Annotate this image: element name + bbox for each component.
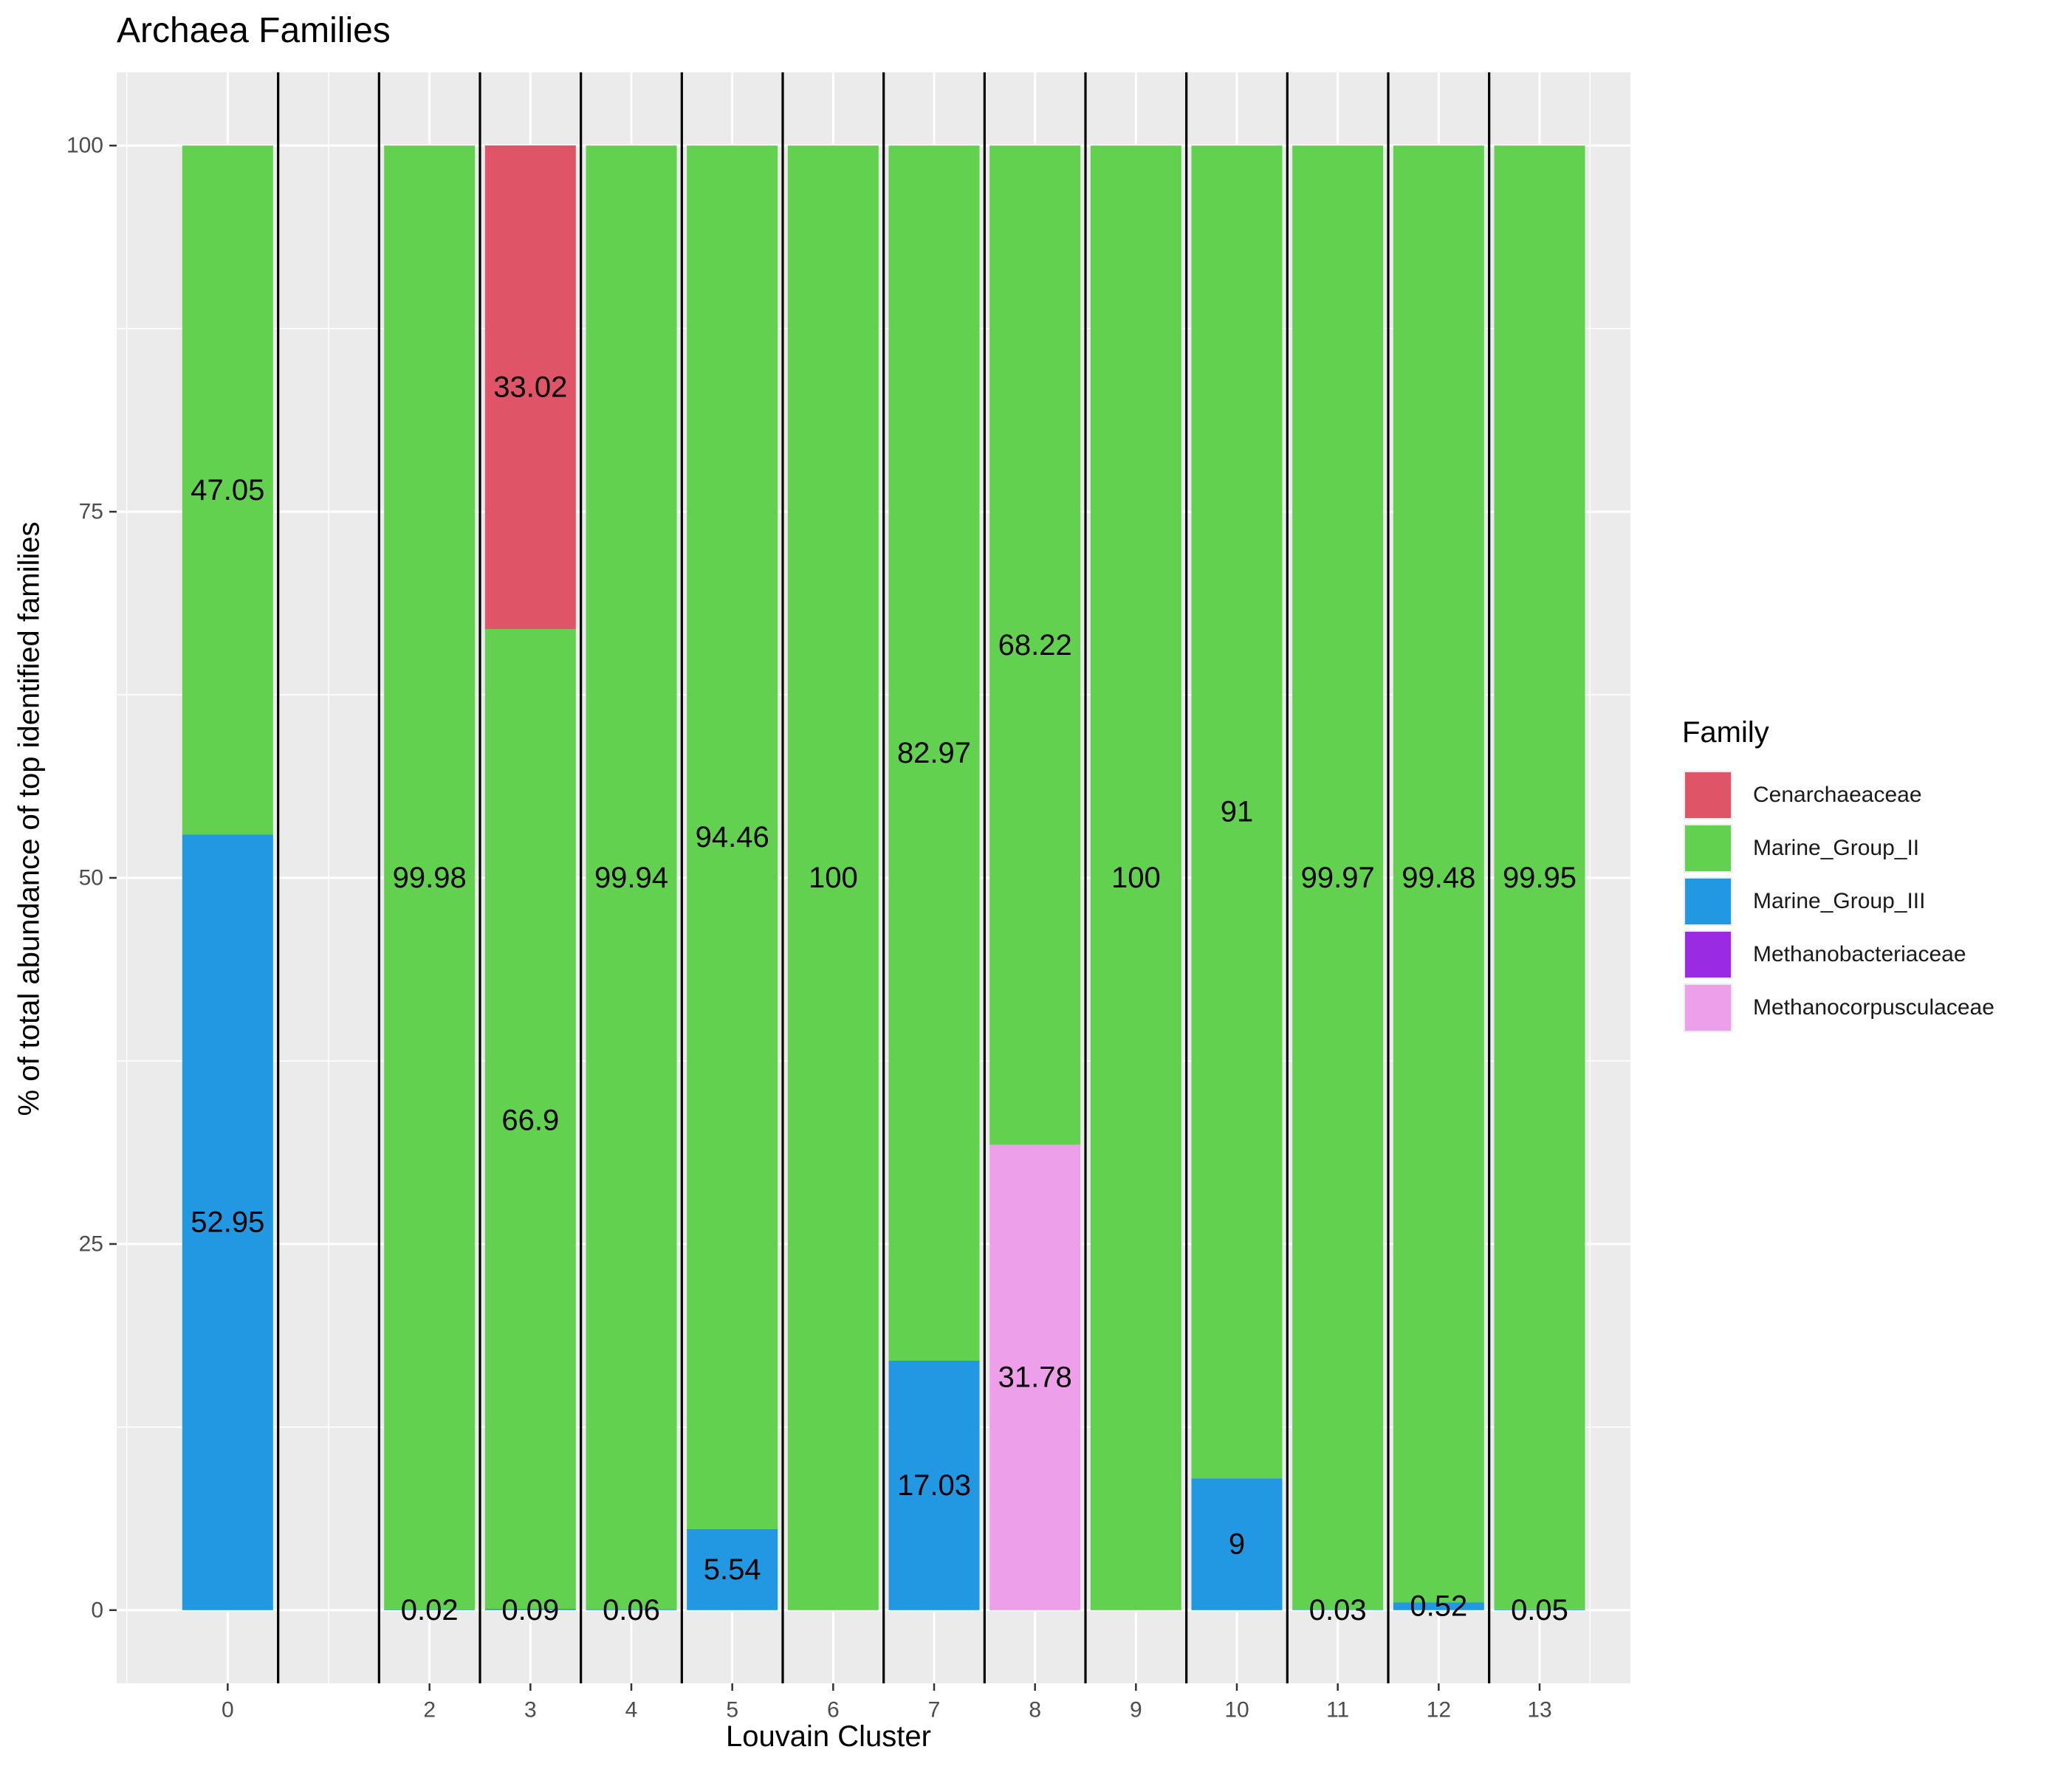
x-tick-label: 2 bbox=[423, 1698, 436, 1722]
x-tick-label: 0 bbox=[222, 1698, 234, 1722]
bar-segment bbox=[1191, 145, 1283, 1479]
data-label: 99.48 bbox=[1402, 862, 1475, 894]
data-label: 99.95 bbox=[1503, 862, 1577, 894]
legend-swatch bbox=[1685, 879, 1731, 924]
bar-segment bbox=[989, 145, 1081, 1145]
legend-label: Methanobacteriaceae bbox=[1753, 942, 1966, 966]
data-label: 100 bbox=[809, 862, 858, 894]
legend-key bbox=[1682, 822, 1734, 874]
legend-label: Marine_Group_III bbox=[1753, 889, 1926, 913]
data-label: 33.02 bbox=[493, 371, 567, 404]
data-label: 0.03 bbox=[1309, 1594, 1367, 1627]
bar-segment bbox=[1393, 1602, 1484, 1610]
data-label: 100 bbox=[1111, 862, 1161, 894]
chart-title: Archaea Families bbox=[117, 11, 391, 50]
legend-swatch bbox=[1685, 985, 1731, 1031]
y-axis-title-wrap: % of total abundance of top identified f… bbox=[0, 0, 59, 1769]
legend-item: Methanobacteriaceae bbox=[1682, 928, 1994, 981]
legend-item: Cenarchaeaceae bbox=[1682, 769, 1994, 822]
y-tick-label: 100 bbox=[66, 134, 103, 158]
legend-label: Cenarchaeaceae bbox=[1753, 783, 1922, 807]
data-label: 0.05 bbox=[1511, 1594, 1568, 1627]
bar-segment bbox=[182, 145, 273, 835]
data-label: 17.03 bbox=[897, 1469, 971, 1502]
legend-item: Marine_Group_III bbox=[1682, 875, 1994, 928]
legend-key bbox=[1682, 982, 1734, 1034]
data-label: 99.97 bbox=[1301, 862, 1375, 894]
y-tick-label: 75 bbox=[79, 500, 103, 524]
data-label: 52.95 bbox=[191, 1206, 264, 1239]
bar-segment bbox=[484, 1609, 576, 1610]
data-label: 5.54 bbox=[704, 1553, 761, 1586]
data-label: 91 bbox=[1221, 796, 1254, 828]
x-tick-label: 10 bbox=[1224, 1698, 1249, 1722]
data-labels: 52.95 47.05 0.02 99.98 0.09 66.9 33.02 0.06 99.9… bbox=[191, 371, 1577, 1627]
x-axis: 0 2 3 4 5 6 7 8 9 10 11 12 13 bbox=[222, 1683, 1552, 1722]
x-tick-label: 3 bbox=[524, 1698, 537, 1722]
legend-key bbox=[1682, 769, 1734, 821]
y-axis: 0 25 50 75 100 bbox=[66, 134, 117, 1622]
bar-segment bbox=[888, 145, 980, 1361]
bar-segment bbox=[1292, 145, 1384, 1610]
x-tick-label: 12 bbox=[1427, 1698, 1451, 1722]
x-tick-label: 13 bbox=[1527, 1698, 1551, 1722]
x-tick-label: 5 bbox=[726, 1698, 738, 1722]
bar-segment bbox=[182, 834, 273, 1610]
legend-label: Marine_Group_II bbox=[1753, 836, 1920, 860]
bar-segment bbox=[1393, 145, 1484, 1603]
bar-segment bbox=[1191, 1478, 1283, 1610]
y-axis-title: % of total abundance of top identified f… bbox=[13, 521, 46, 1116]
legend-key bbox=[1682, 876, 1734, 927]
x-tick-label: 6 bbox=[827, 1698, 840, 1722]
x-tick-label: 8 bbox=[1029, 1698, 1041, 1722]
separator-lines bbox=[277, 72, 1491, 1683]
bar-segment bbox=[687, 1528, 778, 1610]
data-label: 68.22 bbox=[998, 629, 1072, 662]
legend-key bbox=[1682, 929, 1734, 980]
legend-items: Cenarchaeaceae Marine_Group_II Marine_Grou… bbox=[1682, 769, 1994, 1034]
y-tick-label: 25 bbox=[79, 1232, 103, 1256]
data-label: 66.9 bbox=[501, 1104, 559, 1136]
y-tick-label: 50 bbox=[79, 866, 103, 890]
bar-segment bbox=[384, 145, 476, 1610]
data-label: 0.02 bbox=[401, 1594, 459, 1627]
bar-segment bbox=[687, 145, 778, 1529]
bar-segment bbox=[1090, 145, 1181, 1610]
legend-swatch bbox=[1685, 825, 1731, 871]
x-tick-label: 4 bbox=[625, 1698, 638, 1722]
data-label: 0.52 bbox=[1410, 1590, 1467, 1623]
bar-segment bbox=[586, 145, 677, 1610]
data-label: 9 bbox=[1229, 1528, 1245, 1561]
legend-swatch bbox=[1685, 772, 1731, 818]
data-label: 31.78 bbox=[998, 1361, 1072, 1394]
x-tick-label: 7 bbox=[928, 1698, 941, 1722]
bar-segments bbox=[182, 145, 1585, 1610]
bar-segment bbox=[484, 628, 576, 1610]
x-tick-label: 9 bbox=[1130, 1698, 1142, 1722]
legend-label: Methanocorpusculaceae bbox=[1753, 995, 1994, 1020]
bar-segment bbox=[888, 1361, 980, 1610]
data-label: 0.09 bbox=[501, 1594, 559, 1627]
legend-title: Family bbox=[1682, 716, 1769, 749]
data-label: 99.98 bbox=[393, 862, 467, 894]
bar-segment bbox=[787, 145, 879, 1610]
bar-segment bbox=[484, 145, 576, 629]
legend-item: Marine_Group_II bbox=[1682, 822, 1994, 875]
bar-segment bbox=[989, 1144, 1081, 1610]
legend-item: Methanocorpusculaceae bbox=[1682, 981, 1994, 1034]
data-label: 0.06 bbox=[603, 1594, 660, 1627]
data-label: 94.46 bbox=[696, 821, 769, 853]
x-tick-label: 11 bbox=[1326, 1698, 1349, 1722]
bar-segment bbox=[1494, 145, 1585, 1610]
x-axis-title: Louvain Cluster bbox=[726, 1720, 931, 1753]
legend-swatch bbox=[1685, 932, 1731, 978]
y-tick-label: 0 bbox=[91, 1598, 103, 1622]
data-label: 82.97 bbox=[897, 737, 971, 769]
data-label: 99.94 bbox=[594, 862, 668, 894]
data-label: 47.05 bbox=[191, 474, 264, 506]
legend: Family Cenarchaeaceae Marine_Group_II Mari… bbox=[1682, 716, 1994, 1034]
